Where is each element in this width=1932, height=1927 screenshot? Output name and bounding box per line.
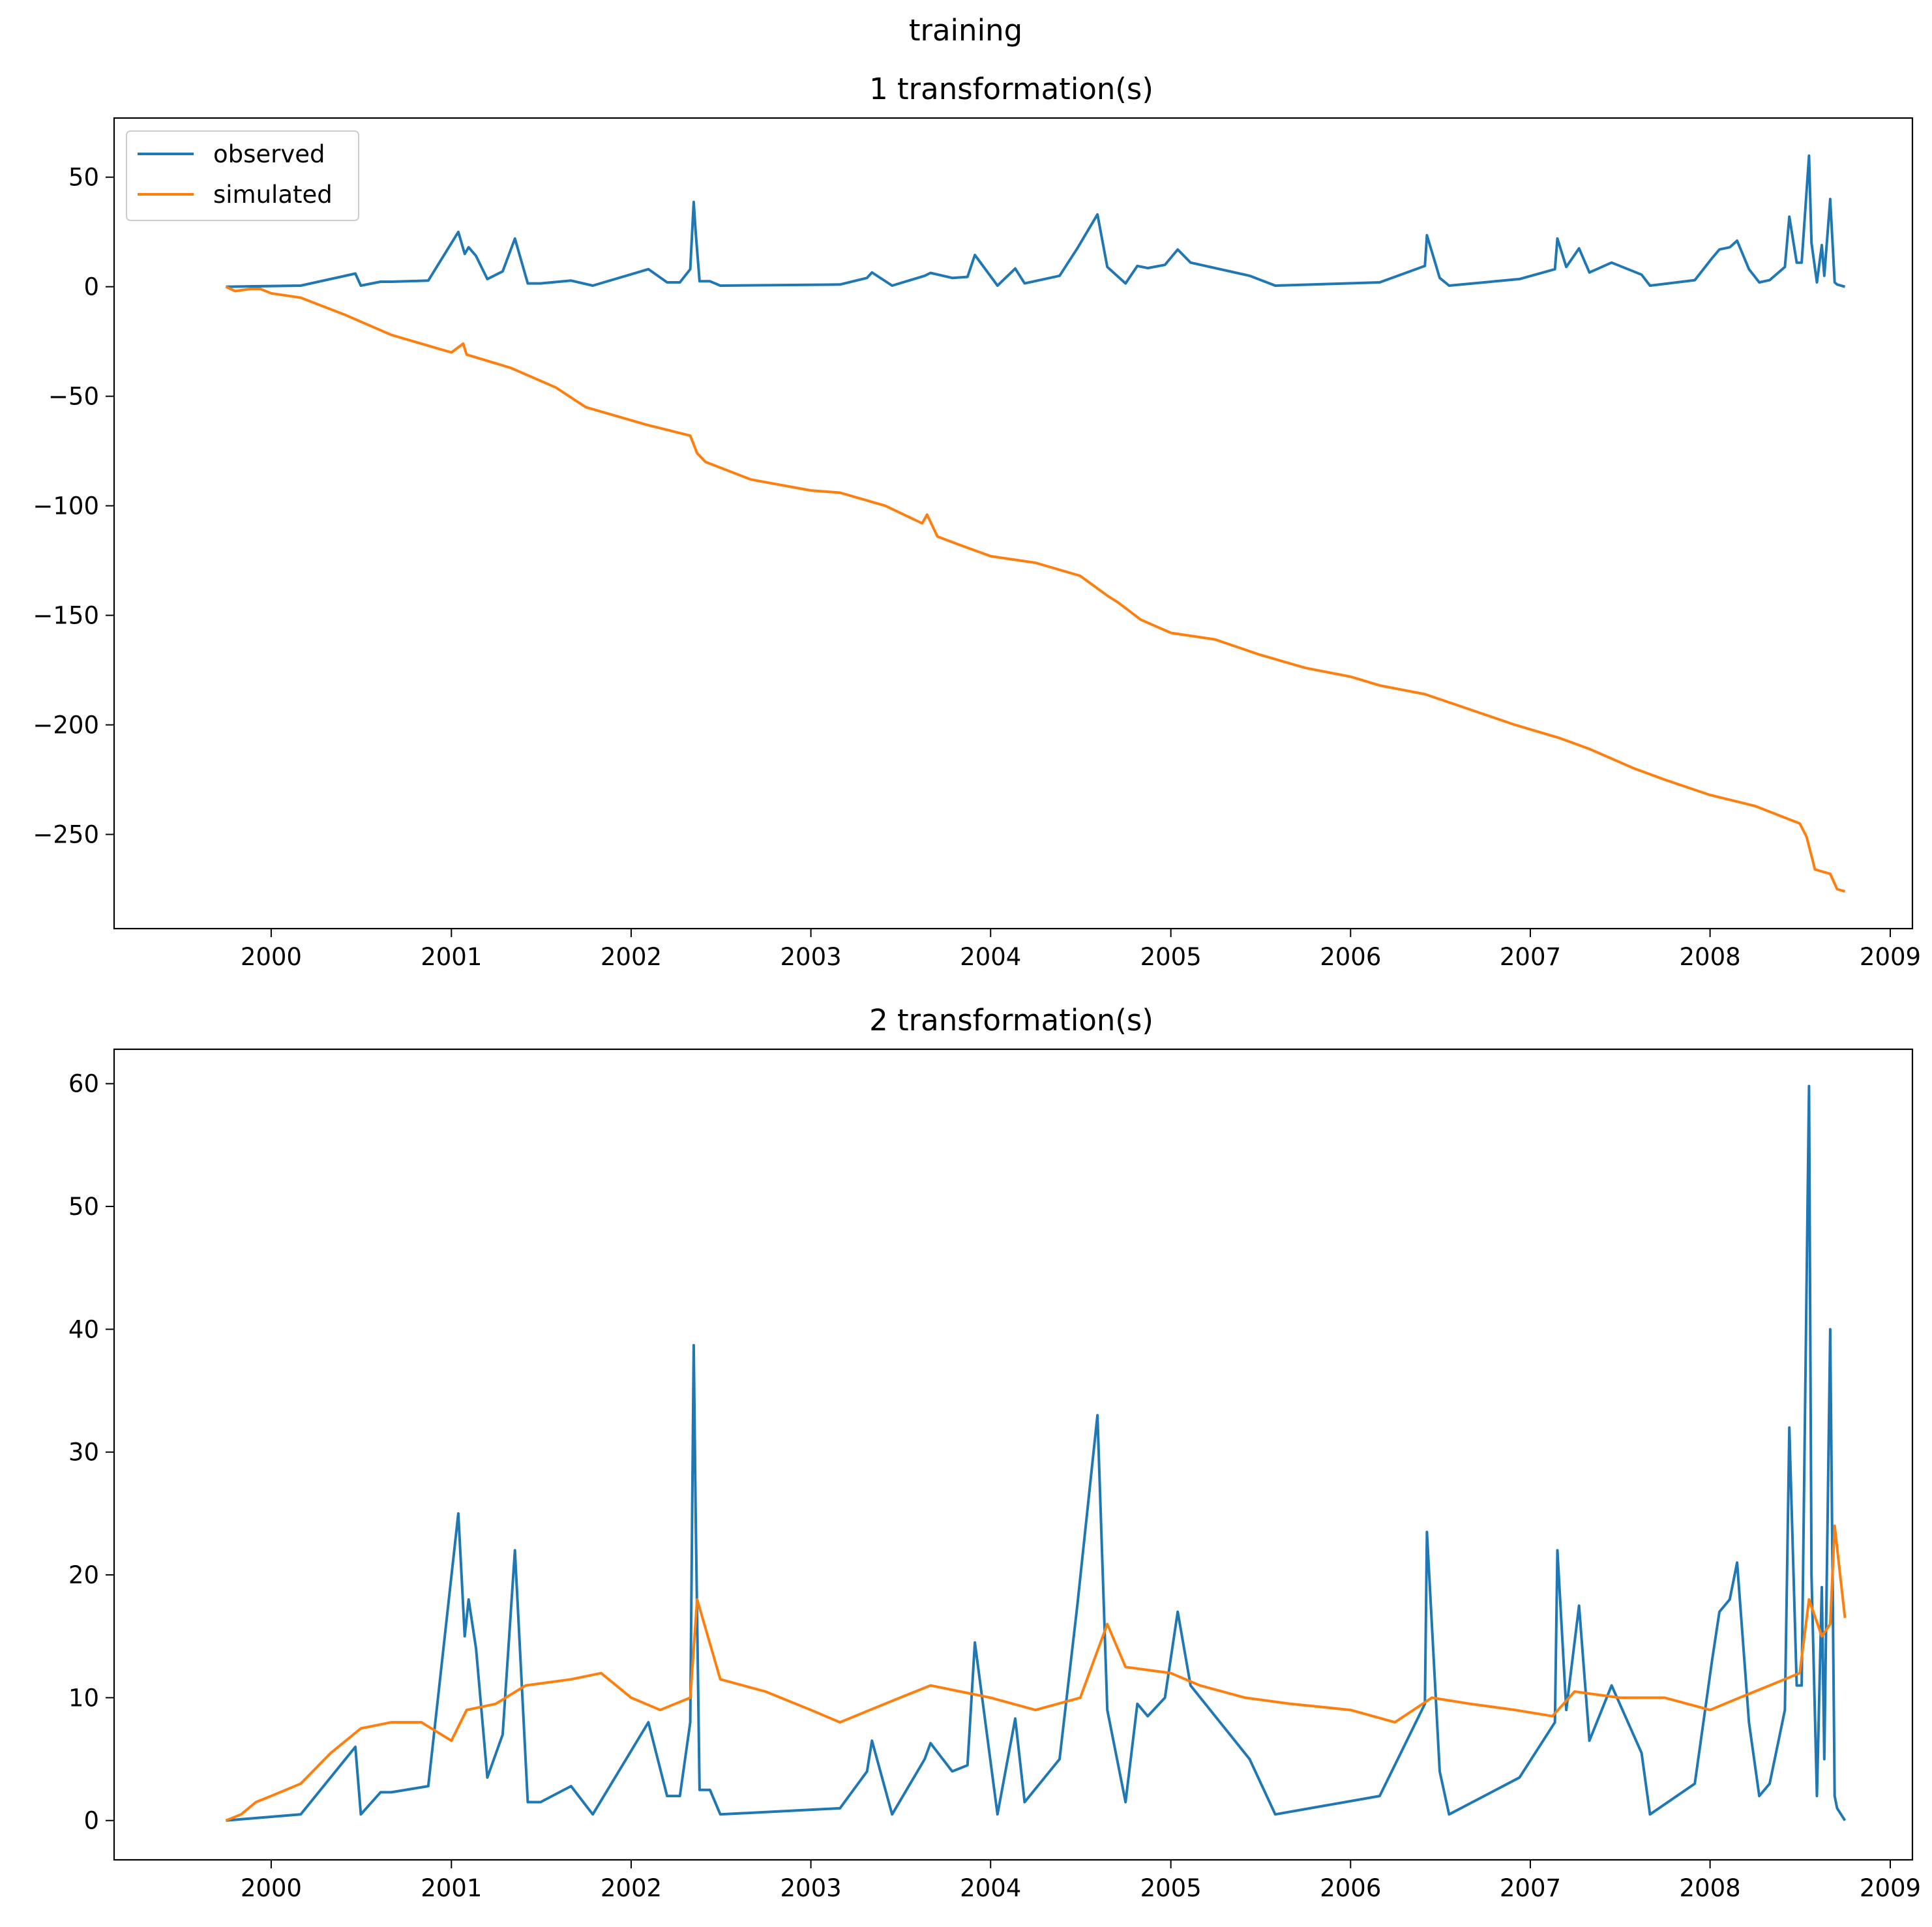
x-tick-label: 2008 [1680, 943, 1741, 971]
x-tick-label: 2002 [601, 943, 662, 971]
x-tick-label: 2007 [1500, 1874, 1561, 1902]
y-tick-label: −250 [33, 821, 99, 849]
chart-title: 2 transformation(s) [869, 1003, 1153, 1038]
y-tick-label: 50 [68, 164, 99, 192]
x-tick-label: 2005 [1140, 1874, 1202, 1902]
x-tick-label: 2003 [780, 943, 842, 971]
y-tick-label: 40 [68, 1315, 99, 1343]
y-tick-label: −200 [33, 711, 99, 739]
legend-observed-label: observed [213, 140, 325, 168]
panel-1-transformation: 1 transformation(s) 2000 2001 2002 2003 2004… [33, 72, 1921, 971]
y-tick-label: 20 [68, 1561, 99, 1589]
x-tick-label: 2009 [1860, 1874, 1921, 1902]
y-tick-label: −150 [33, 602, 99, 630]
x-tick-label: 2001 [421, 943, 482, 971]
axes-frame [113, 1048, 1914, 1861]
x-tick-label: 2009 [1860, 943, 1921, 971]
legend-simulated-label: simulated [213, 181, 333, 209]
series-line-observed [226, 1084, 1847, 1822]
panel-2-transformation: 2 transformation(s) 2000 2001 2002 2003 2004… [68, 1003, 1921, 1902]
x-tick-label: 2006 [1320, 1874, 1381, 1902]
y-tick-label: −100 [33, 492, 99, 520]
y-tick-label: 10 [68, 1684, 99, 1712]
x-tick-label: 2001 [421, 1874, 482, 1902]
series-line-simulated [225, 285, 1846, 893]
x-tick-label: 2002 [601, 1874, 662, 1902]
x-tick-label: 2004 [960, 1874, 1021, 1902]
chart-title: 1 transformation(s) [869, 72, 1153, 106]
legend: observed simulated [126, 130, 359, 221]
x-tick-label: 2003 [780, 1874, 842, 1902]
y-tick-label: 60 [68, 1070, 99, 1098]
plot-area: 2000 2001 2002 2003 2004 2005 2006 2007 2008 2009… [33, 154, 1921, 971]
series-line-observed [226, 154, 1846, 288]
y-tick-label: 0 [83, 273, 99, 301]
x-tick-label: 2005 [1140, 943, 1202, 971]
x-tick-label: 2000 [241, 943, 302, 971]
x-tick-label: 2006 [1320, 943, 1381, 971]
y-tick-label: 30 [68, 1439, 99, 1467]
y-tick-label: −50 [48, 383, 99, 411]
x-tick-label: 2007 [1500, 943, 1561, 971]
axes-frame [113, 117, 1914, 930]
x-tick-label: 2004 [960, 943, 1021, 971]
x-tick-label: 2008 [1680, 1874, 1741, 1902]
y-tick-label: 50 [68, 1193, 99, 1221]
y-tick-label: 0 [83, 1807, 99, 1835]
series-line-simulated [225, 1524, 1847, 1822]
figure-suptitle: training [909, 13, 1022, 48]
x-tick-label: 2000 [241, 1874, 302, 1902]
plot-area: 2000 2001 2002 2003 2004 2005 2006 2007 2008 2009… [68, 1070, 1921, 1902]
